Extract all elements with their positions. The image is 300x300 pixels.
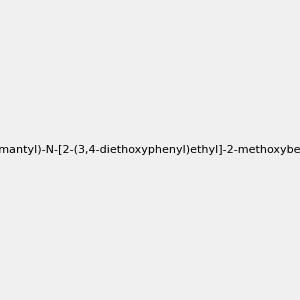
Text: 5-(1-adamantyl)-N-[2-(3,4-diethoxyphenyl)ethyl]-2-methoxybenzamide: 5-(1-adamantyl)-N-[2-(3,4-diethoxyphenyl… (0, 145, 300, 155)
